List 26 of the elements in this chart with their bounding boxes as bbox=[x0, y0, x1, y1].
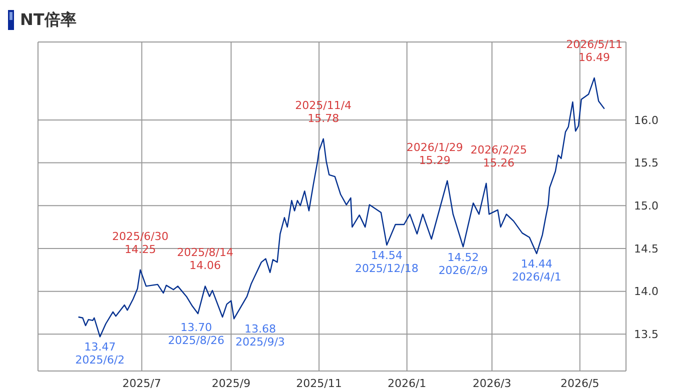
chart-title: NT倍率 bbox=[20, 10, 76, 30]
annotation: 2025/11/4 15.78 bbox=[295, 98, 352, 125]
annotation: 13.70 2025/8/26 bbox=[168, 321, 224, 348]
y-tick-label: 13.5 bbox=[634, 328, 658, 342]
annotation: 2025/6/30 14.25 bbox=[112, 230, 169, 256]
annotation: 2026/2/25 15.26 bbox=[470, 143, 527, 170]
y-tick-label: 15.5 bbox=[634, 156, 658, 170]
annotation: 14.54 2025/12/18 bbox=[355, 249, 418, 276]
annotation: 13.68 2025/9/3 bbox=[236, 322, 285, 349]
x-tick-label: 2025/7 bbox=[122, 376, 162, 390]
annotation: 13.47 2025/6/2 bbox=[75, 340, 125, 367]
annotation: 2026/5/11 16.49 bbox=[566, 38, 622, 64]
annotation: 14.44 2026/4/1 bbox=[512, 258, 562, 284]
x-tick-label: 2026/1 bbox=[388, 376, 426, 390]
y-tick-label: 14.5 bbox=[634, 242, 658, 256]
x-tick-label: 2026/3 bbox=[472, 376, 512, 390]
y-tick-label: 15.0 bbox=[634, 200, 658, 213]
x-tick-label: 2026/5 bbox=[560, 376, 600, 390]
annotation: 14.52 2026/2/9 bbox=[438, 250, 488, 277]
y-tick-label: 16.0 bbox=[634, 114, 658, 127]
annotation: 2025/8/14 14.06 bbox=[176, 246, 234, 272]
y-tick-label: 14.0 bbox=[634, 285, 658, 298]
annotation: 2026/1/29 15.29 bbox=[406, 140, 463, 167]
x-tick-label: 2025/9 bbox=[212, 376, 250, 390]
line-series bbox=[78, 77, 605, 338]
x-tick-label: 2025/11 bbox=[296, 376, 342, 390]
